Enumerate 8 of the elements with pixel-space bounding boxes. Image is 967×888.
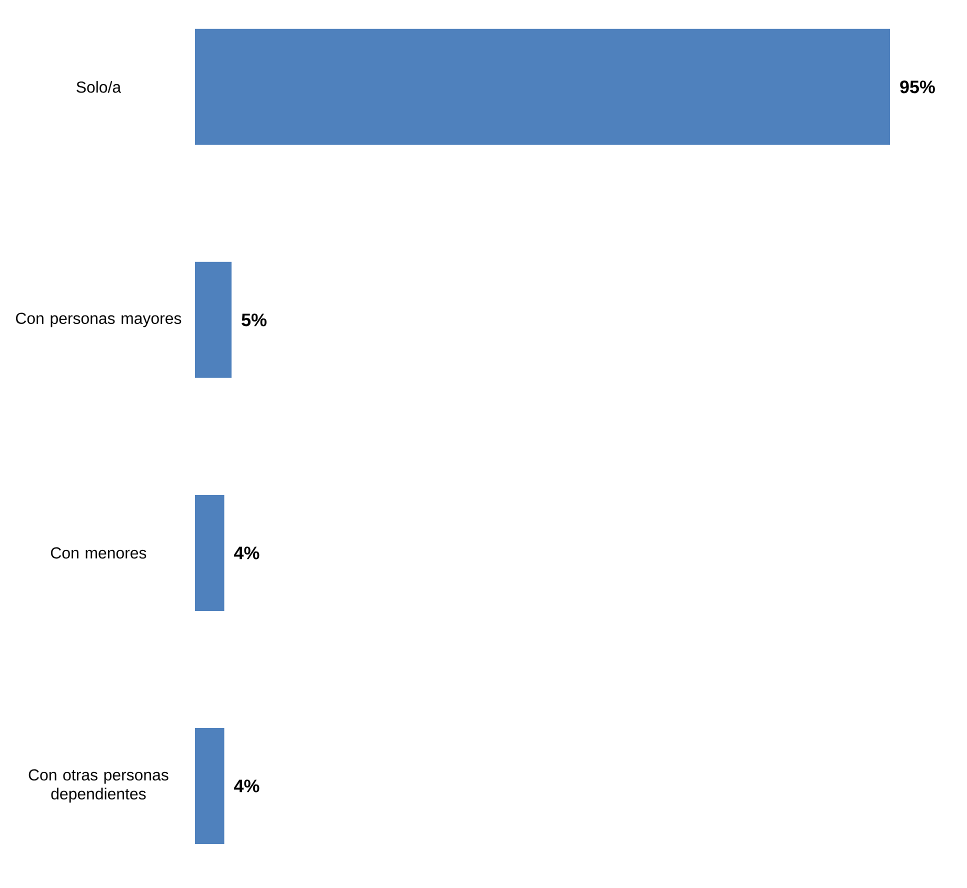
data-label: 4% bbox=[234, 546, 260, 560]
y-tick-label: Con menores bbox=[51, 547, 146, 559]
data-label: 4% bbox=[234, 780, 260, 792]
data-label: 5% bbox=[242, 314, 267, 326]
data-label: 95% bbox=[900, 80, 935, 94]
y-tick-label: Con otras personas dependientes bbox=[28, 769, 168, 803]
y-tick-label: Solo/a bbox=[76, 81, 122, 93]
y-tick-label: Con personas mayores bbox=[16, 312, 182, 328]
